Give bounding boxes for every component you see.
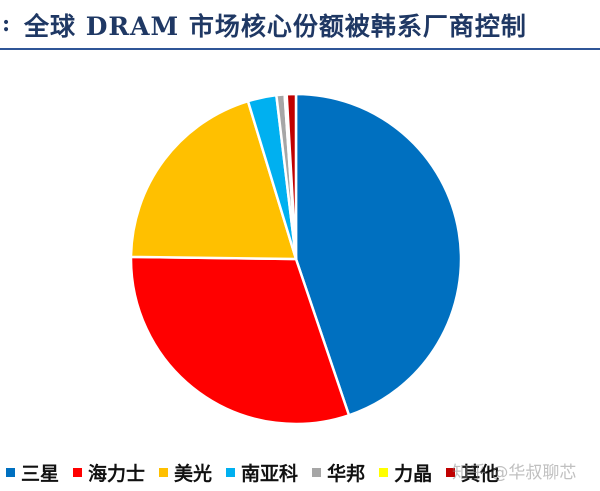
legend-label-6: 其他 [461, 462, 500, 485]
legend-item-6: 其他 [446, 459, 499, 486]
legend-swatch-5 [379, 467, 389, 477]
legend-item-2: 美光 [159, 459, 212, 486]
chart-title: 全球 DRAM 市场核心份额被韩系厂商控制 [24, 12, 527, 41]
title-marker: : [2, 11, 11, 37]
legend-swatch-1 [73, 467, 83, 477]
legend-label-1: 海力士 [88, 462, 146, 485]
legend-swatch-2 [159, 467, 169, 477]
legend-label-3: 南亚科 [241, 462, 299, 485]
watermark: 知乎 @华叔聊芯 [452, 463, 577, 483]
legend-label-5: 力晶 [394, 462, 433, 485]
legend-swatch-6 [446, 467, 456, 477]
legend: 三星 海力士 美光 南亚科 华邦 力晶 其他 [0, 454, 600, 490]
pie-slice-2 [129, 99, 298, 261]
legend-item-5: 力晶 [379, 459, 432, 486]
legend-item-4: 华邦 [312, 459, 365, 486]
title-bar: : 全球 DRAM 市场核心份额被韩系厂商控制 [0, 0, 600, 50]
legend-swatch-4 [312, 467, 322, 477]
pie-slice-1 [129, 255, 351, 426]
legend-label-0: 三星 [21, 462, 60, 485]
pie-chart [129, 92, 463, 426]
pie-slice-0 [294, 92, 463, 417]
legend-label-2: 美光 [174, 462, 213, 485]
legend-swatch-3 [226, 467, 236, 477]
legend-item-1: 海力士 [73, 459, 145, 486]
legend-label-4: 华邦 [327, 462, 366, 485]
legend-swatch-0 [6, 467, 15, 477]
legend-item-3: 南亚科 [226, 459, 298, 486]
legend-item-0: 三星 [6, 459, 59, 486]
pie-slice-6 [285, 92, 298, 261]
